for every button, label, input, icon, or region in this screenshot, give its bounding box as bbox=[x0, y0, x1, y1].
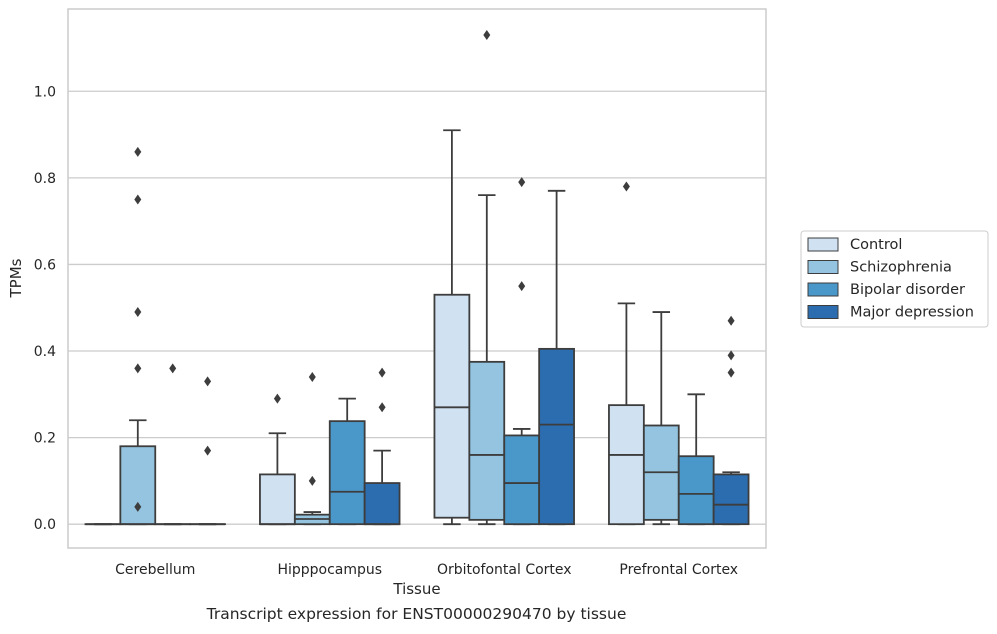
outlier-point bbox=[308, 371, 316, 382]
legend-label: Bipolar disorder bbox=[850, 282, 965, 298]
legend-label: Control bbox=[850, 237, 902, 253]
outlier-point bbox=[134, 501, 142, 512]
outlier-point bbox=[134, 363, 142, 374]
box-body bbox=[363, 482, 401, 526]
y-tick-label: 1.0 bbox=[34, 84, 56, 100]
box-major-depression-cerebellum bbox=[189, 376, 226, 526]
box-bipolar-disorder-orbitofontal-cortex bbox=[503, 177, 541, 526]
box-control-orbitofontal-cortex bbox=[433, 129, 471, 526]
y-tick-label: 0.0 bbox=[34, 517, 56, 533]
legend-swatch bbox=[807, 260, 839, 274]
outlier-point bbox=[169, 363, 177, 374]
box-major-depression-prefrontal-cortex bbox=[712, 315, 750, 526]
box-schizophrenia-hipppocampus bbox=[293, 371, 331, 526]
x-tick-label: Cerebellum bbox=[115, 562, 195, 578]
y-tick-label: 0.6 bbox=[34, 257, 56, 273]
box-schizophrenia-orbitofontal-cortex bbox=[468, 29, 506, 526]
y-tick-label: 0.4 bbox=[34, 344, 56, 360]
box-bipolar-disorder-cerebellum bbox=[154, 363, 192, 526]
box-control-prefrontal-cortex bbox=[608, 181, 645, 526]
x-tick-label: Hipppocampus bbox=[277, 562, 382, 578]
box-control-hipppocampus bbox=[259, 393, 296, 526]
legend-frame bbox=[800, 230, 989, 328]
box-major-depression-hipppocampus bbox=[363, 367, 401, 526]
x-tick-label: Orbitofontal Cortex bbox=[437, 562, 572, 578]
outlier-point bbox=[378, 402, 386, 413]
box-bipolar-disorder-hipppocampus bbox=[328, 397, 366, 526]
box-bipolar-disorder-prefrontal-cortex bbox=[677, 393, 715, 526]
outlier-point bbox=[518, 177, 526, 188]
figure-caption: Transcript expression for ENST0000029047… bbox=[206, 605, 627, 623]
box-body bbox=[503, 434, 541, 526]
outlier-point bbox=[727, 315, 735, 326]
outlier-point bbox=[727, 367, 735, 378]
box-body bbox=[468, 360, 506, 521]
boxes bbox=[84, 29, 750, 526]
plot-frame bbox=[67, 8, 767, 549]
box-body bbox=[608, 404, 645, 526]
gridlines bbox=[68, 90, 766, 525]
legend-label: Schizophrenia bbox=[850, 260, 952, 276]
box-body bbox=[712, 473, 750, 526]
y-tick-label: 0.2 bbox=[34, 431, 56, 447]
box-body bbox=[259, 473, 296, 526]
outlier-point bbox=[378, 367, 386, 378]
outlier-point bbox=[204, 376, 212, 387]
box-body bbox=[119, 445, 157, 526]
box-schizophrenia-prefrontal-cortex bbox=[642, 311, 680, 526]
outlier-point bbox=[134, 307, 142, 318]
outlier-point bbox=[308, 475, 316, 486]
x-axis-label: Tissue bbox=[392, 580, 440, 598]
legend-swatch bbox=[807, 305, 839, 319]
box-body bbox=[538, 347, 575, 526]
outlier-point bbox=[204, 445, 212, 456]
y-axis-ticks: 0.0 0.2 0.4 0.6 0.8 1.0 bbox=[34, 84, 56, 533]
outlier-point bbox=[273, 393, 281, 404]
outlier-point bbox=[134, 146, 142, 157]
x-tick-label: Prefrontal Cortex bbox=[619, 562, 738, 578]
outlier-point bbox=[518, 281, 526, 292]
outlier-point bbox=[727, 350, 735, 361]
y-axis-label: TPMs bbox=[7, 258, 25, 298]
outlier-point bbox=[622, 181, 630, 192]
box-body bbox=[328, 420, 366, 526]
box-major-depression-orbitofontal-cortex bbox=[538, 189, 575, 526]
outlier-point bbox=[134, 194, 142, 205]
legend-swatch bbox=[807, 237, 839, 252]
outlier-point bbox=[483, 29, 491, 40]
y-tick-label: 0.8 bbox=[34, 171, 56, 187]
x-axis-ticks: Cerebellum Hipppocampus Orbitofontal Corte… bbox=[115, 562, 738, 578]
box-body bbox=[677, 455, 715, 526]
box-schizophrenia-cerebellum bbox=[119, 146, 157, 526]
legend-label: Major depression bbox=[850, 305, 974, 321]
legend: Control Schizophrenia Bipolar disorder Majo… bbox=[800, 230, 989, 328]
box-body bbox=[433, 293, 471, 519]
legend-swatch bbox=[807, 282, 839, 297]
